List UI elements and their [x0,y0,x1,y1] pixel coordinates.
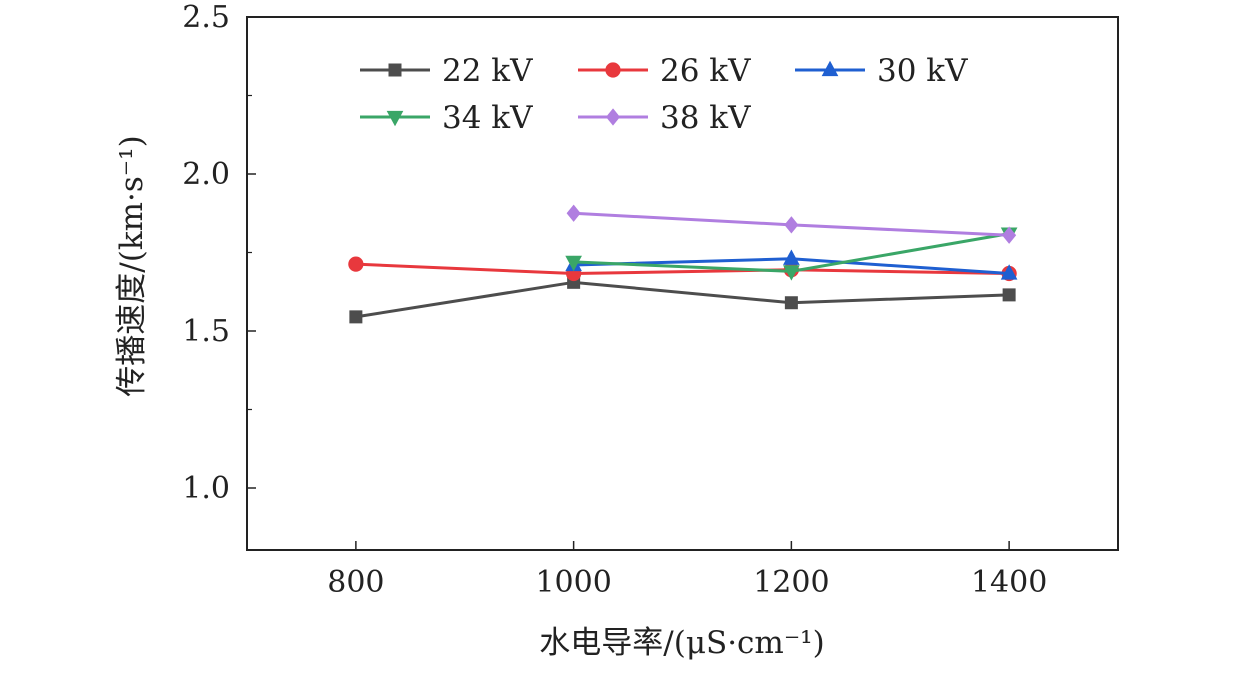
x-tick-label: 1400 [971,565,1047,600]
series-layer [348,204,1018,324]
series-30-kv [565,249,1018,280]
plot-frame [246,16,1119,551]
data-point-26-kv [348,256,364,272]
legend-marker [605,108,621,126]
x-tick-label: 1200 [753,565,829,600]
x-tick-label: 1000 [535,565,611,600]
axis-ticks [247,16,1010,550]
legend-item-30-kv: 30 kV [795,53,968,89]
series-line-22-kv [355,280,1010,319]
legend-marker [388,63,402,77]
legend-marker [605,62,621,78]
y-tick-label: 1.5 [182,314,230,349]
legend-label: 26 kV [660,53,751,89]
legend-marker [821,60,839,77]
y-tick-label: 1.0 [182,471,230,506]
y-tick-label: 2.0 [182,157,230,192]
x-axis-label: 水电导率/(μS·cm⁻¹) [539,625,824,661]
y-tick-label: 2.5 [182,0,230,35]
series-38-kv [566,204,1017,244]
tick-labels: 800 1000 1200 1400 1.0 1.5 2.0 2.5 [182,0,1047,600]
data-point-22-kv [784,296,798,310]
legend-marker [386,110,404,127]
legend-label: 34 kV [442,100,533,136]
legend-label: 38 kV [660,100,751,136]
x-tick-label: 800 [327,565,384,600]
data-point-22-kv [1002,288,1016,302]
data-point-22-kv [349,310,363,324]
legend-item-38-kv: 38 kV [578,100,751,136]
series-22-kv [349,275,1016,324]
data-point-30-kv [783,249,800,265]
data-point-38-kv [784,216,799,234]
legend: 22 kV 26 kV 30 kV 34 kV 38 kV [360,53,968,136]
legend-label: 30 kV [877,53,968,89]
y-axis-label: 传播速度/(km·s⁻¹) [114,135,150,396]
series-line-26-kv [355,262,1010,276]
data-point-38-kv [566,204,581,222]
legend-label: 22 kV [442,53,533,89]
legend-item-22-kv: 22 kV [360,53,533,89]
data-point-34-kv [783,265,800,281]
data-point-30-kv [1000,264,1018,280]
legend-item-34-kv: 34 kV [360,100,533,136]
data-point-34-kv [565,255,582,272]
legend-item-26-kv: 26 kV [578,53,751,89]
data-point-38-kv [1002,226,1017,244]
